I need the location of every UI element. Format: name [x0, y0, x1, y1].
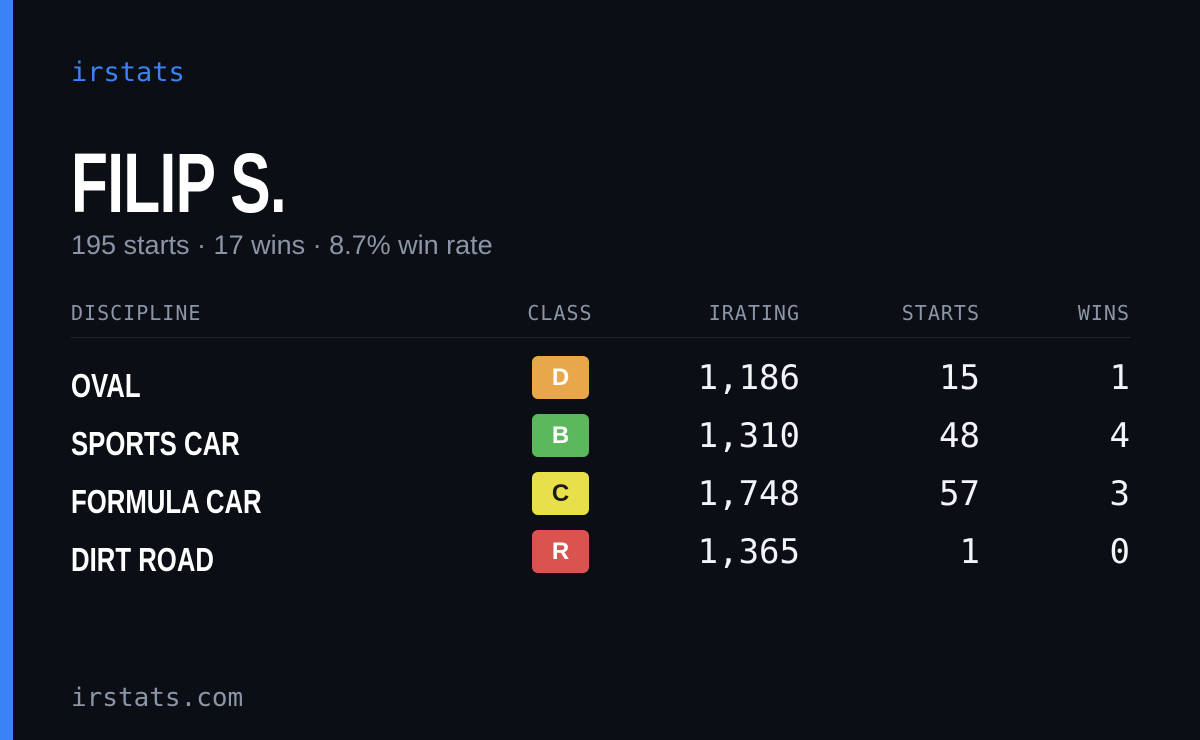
starts: 15 [939, 358, 980, 398]
column-header: CLASS [527, 301, 593, 325]
discipline: DIRT ROAD [71, 541, 214, 578]
class-badge: D [532, 356, 589, 399]
header-rule [71, 337, 1131, 338]
class-badge: B [532, 414, 589, 457]
driver-summary: 195 starts · 17 wins · 8.7% win rate [71, 230, 493, 260]
starts: 57 [939, 474, 980, 514]
brand: irstats [71, 57, 185, 88]
discipline: OVAL [71, 367, 141, 404]
wins: 0 [1109, 532, 1130, 572]
irating: 1,748 [697, 474, 800, 514]
wins: 3 [1109, 474, 1130, 514]
starts: 48 [939, 416, 980, 456]
footer: irstats.com [71, 683, 244, 713]
driver-name: FILIP S. [71, 136, 287, 230]
accent-stripe [0, 0, 13, 740]
class-badge: C [532, 472, 589, 515]
starts: 1 [959, 532, 980, 572]
discipline: FORMULA CAR [71, 483, 262, 520]
discipline: SPORTS CAR [71, 425, 240, 462]
wins: 4 [1109, 416, 1130, 456]
column-header: IRATING [708, 301, 800, 325]
class-badge: R [532, 530, 589, 573]
irating: 1,310 [697, 416, 800, 456]
column-header: DISCIPLINE [71, 301, 202, 325]
column-header: WINS [1077, 301, 1130, 325]
irating: 1,186 [697, 358, 800, 398]
irating: 1,365 [697, 532, 800, 572]
wins: 1 [1109, 358, 1130, 398]
column-header: STARTS [901, 301, 980, 325]
